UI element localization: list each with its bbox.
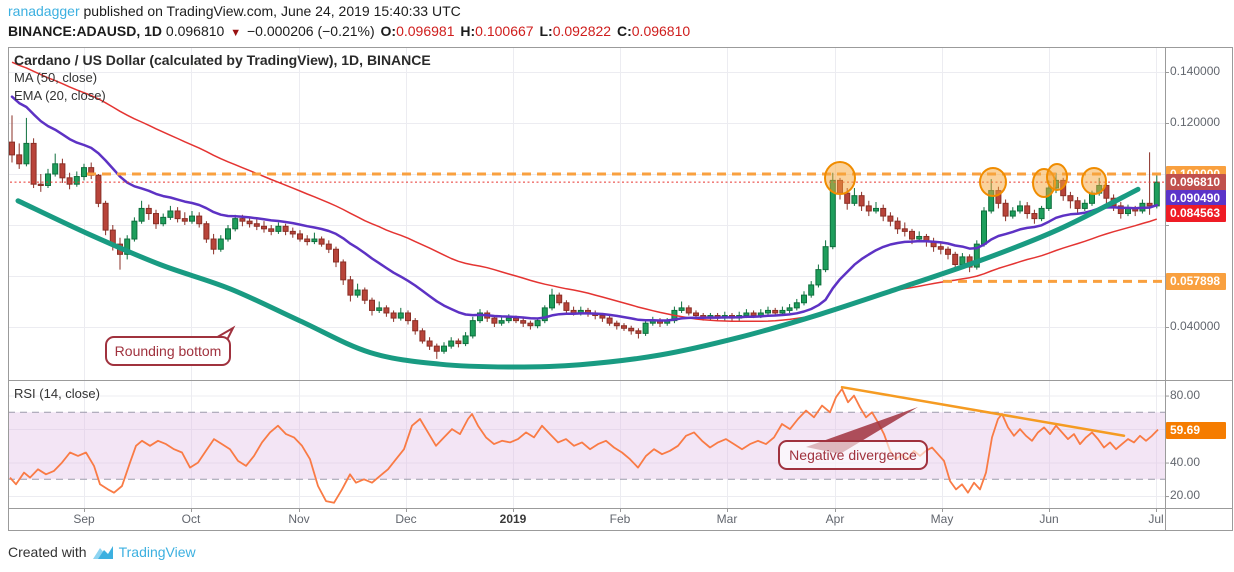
footer: Created with TradingView xyxy=(8,544,196,560)
last-price: 0.096810 xyxy=(165,23,225,39)
price-scale-badge: 0.096810 xyxy=(1166,174,1226,192)
time-axis-label: Mar xyxy=(716,512,738,526)
symbol-name[interactable]: BINANCE:ADAUSD, 1D xyxy=(8,23,163,39)
time-axis-label: Jul xyxy=(1148,512,1164,526)
high-label: H: xyxy=(460,23,476,39)
time-axis-label: Sep xyxy=(73,512,95,526)
time-axis-label: Dec xyxy=(395,512,417,526)
open-value: 0.096981 xyxy=(396,23,455,39)
time-axis-label: Feb xyxy=(609,512,631,526)
price-axis-label: 0.120000 xyxy=(1170,115,1221,129)
price-scale-badge: 0.057898 xyxy=(1166,273,1226,291)
author-link[interactable]: ranadagger xyxy=(8,3,80,19)
close-value: 0.096810 xyxy=(631,23,691,39)
ema-indicator-label[interactable]: EMA (20, close) xyxy=(14,88,106,103)
rsi-indicator-label[interactable]: RSI (14, close) xyxy=(14,386,100,401)
high-value: 0.100667 xyxy=(475,23,534,39)
time-axis-label: 2019 xyxy=(499,512,527,526)
symbol-info-bar: BINANCE:ADAUSD, 1D 0.096810 ▼ −0.000206 … xyxy=(8,23,692,39)
header-line: ranadagger published on TradingView.com,… xyxy=(8,3,461,19)
low-label: L: xyxy=(539,23,553,39)
chart-title: Cardano / US Dollar (calculated by Tradi… xyxy=(14,52,431,68)
time-axis-label: Apr xyxy=(825,512,845,526)
created-with-text: Created with xyxy=(8,544,87,560)
price-scale-badge: 59.69 xyxy=(1166,421,1226,439)
time-axis-label: Oct xyxy=(181,512,201,526)
rsi-axis-label: 40.00 xyxy=(1170,454,1201,469)
price-axis-label: 0.140000 xyxy=(1170,64,1221,78)
published-text: published on TradingView.com, June 24, 2… xyxy=(83,3,461,19)
rsi-axis-label: 80.00 xyxy=(1170,387,1201,402)
time-axis-label: Jun xyxy=(1039,512,1059,526)
price-scale-badge: 0.084563 xyxy=(1166,205,1226,223)
open-label: O: xyxy=(380,23,397,39)
close-label: C: xyxy=(616,23,632,39)
low-value: 0.092822 xyxy=(552,23,612,39)
rounding-bottom-callout[interactable]: Rounding bottom xyxy=(105,336,231,366)
rsi-axis-label: 20.00 xyxy=(1170,488,1201,503)
price-axis-label: 0.040000 xyxy=(1170,319,1221,333)
price-down-icon: ▼ xyxy=(230,27,242,39)
time-axis-label: May xyxy=(930,512,954,526)
ma-indicator-label[interactable]: MA (50, close) xyxy=(14,70,98,85)
tradingview-logo-icon xyxy=(92,546,113,559)
price-scale-badge: 0.090490 xyxy=(1166,190,1226,208)
price-change: −0.000206 (−0.21%) xyxy=(246,23,375,39)
time-axis-label: Nov xyxy=(288,512,310,526)
negative-divergence-callout[interactable]: Negative divergence xyxy=(778,440,928,470)
tradingview-link[interactable]: TradingView xyxy=(118,544,196,560)
